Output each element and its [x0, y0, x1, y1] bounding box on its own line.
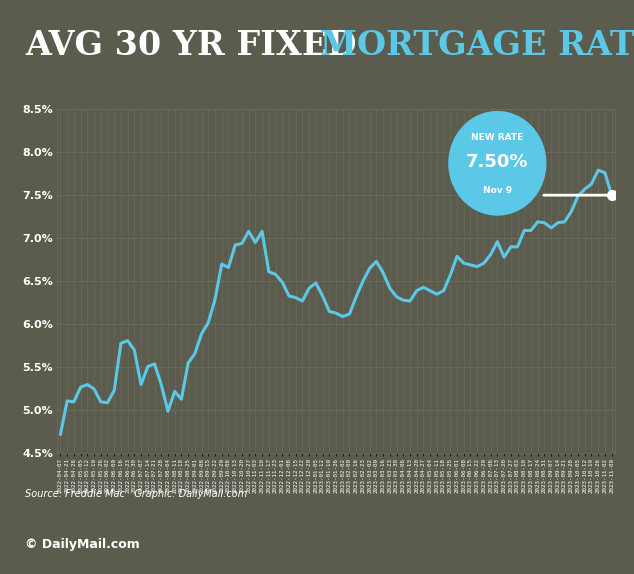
Text: © DailyMail.com: © DailyMail.com [25, 538, 140, 551]
Text: Nov 9: Nov 9 [482, 187, 512, 195]
Ellipse shape [449, 111, 546, 215]
Text: MORTGAGE RATE: MORTGAGE RATE [320, 29, 634, 62]
Text: AVG 30 YR FIXED: AVG 30 YR FIXED [25, 29, 368, 62]
Text: 7.50%: 7.50% [466, 153, 529, 170]
Text: NEW RATE: NEW RATE [471, 133, 524, 142]
Text: Source: Freddie Mac   Graphic: DailyMail.com: Source: Freddie Mac Graphic: DailyMail.c… [25, 488, 248, 499]
